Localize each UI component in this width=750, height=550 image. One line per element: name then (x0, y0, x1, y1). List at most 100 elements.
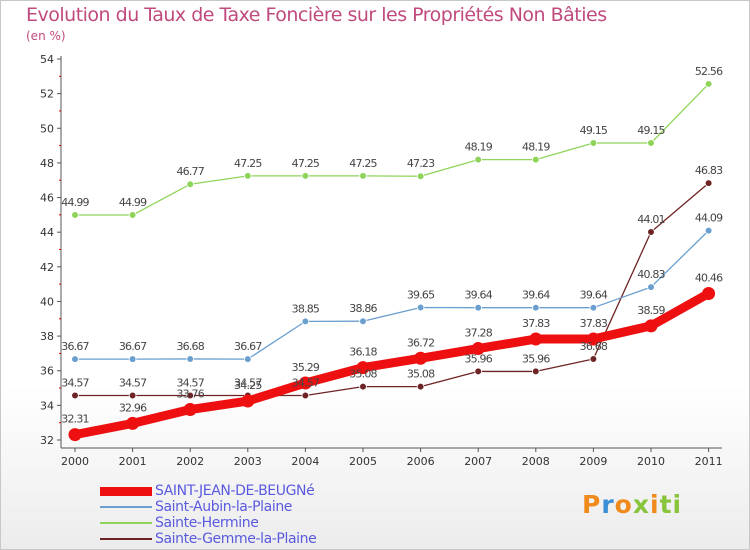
data-label: 35.08 (407, 368, 435, 381)
data-point (68, 428, 82, 442)
proxiti-logo: Proxiti (582, 490, 683, 519)
y-tick-label: 52 (40, 88, 54, 101)
data-point (126, 416, 140, 430)
x-tick-label: 2005 (349, 455, 377, 468)
series-layer (68, 80, 716, 442)
data-point (128, 211, 137, 219)
data-point (589, 139, 598, 147)
x-tick-label: 2002 (176, 455, 204, 468)
data-label: 39.64 (522, 289, 550, 302)
data-label: 36.72 (407, 336, 435, 349)
data-point (301, 317, 310, 326)
data-label: 39.64 (464, 289, 492, 302)
data-label: 36.67 (234, 340, 262, 353)
data-label: 35.96 (464, 352, 492, 365)
series-line-0 (70, 288, 714, 440)
data-label: 40.83 (637, 268, 665, 281)
data-label: 36.68 (176, 340, 204, 353)
data-point (241, 394, 255, 408)
data-label: 38.86 (349, 302, 377, 315)
x-tick-label: 2003 (234, 455, 262, 468)
data-label: 34.57 (176, 376, 204, 389)
data-point (644, 319, 658, 333)
data-label: 32.31 (61, 413, 89, 426)
y-tick-label: 42 (40, 261, 54, 274)
x-tick-label: 2006 (407, 455, 435, 468)
data-point (647, 283, 655, 291)
data-point (298, 376, 312, 390)
data-point (301, 172, 310, 180)
data-point (704, 80, 713, 88)
data-label: 40.46 (695, 271, 723, 284)
data-label: 47.25 (349, 157, 377, 170)
y-tick-label: 38 (40, 330, 54, 343)
data-label: 32.96 (119, 401, 147, 414)
data-point (531, 367, 540, 376)
data-label: 38.59 (637, 304, 665, 317)
data-point (359, 172, 367, 180)
legend-label: Saint-Aubin-la-Plaine (155, 499, 293, 515)
data-label: 36.68 (580, 340, 608, 353)
data-label: 47.25 (292, 157, 320, 170)
data-label: 47.23 (407, 157, 435, 170)
data-point (414, 351, 428, 365)
data-label: 52.56 (695, 65, 723, 78)
data-point (471, 342, 485, 356)
data-label: 34.57 (119, 376, 147, 389)
data-label: 48.19 (522, 141, 550, 154)
data-point (183, 403, 197, 417)
data-label: 47.25 (234, 157, 262, 170)
data-label: 33.76 (176, 388, 204, 401)
y-tick-label: 48 (40, 157, 54, 170)
data-point (186, 391, 195, 400)
data-point (244, 355, 252, 363)
series-line-2 (74, 83, 710, 216)
x-tick-label: 2010 (637, 455, 665, 468)
legend-label: SAINT-JEAN-DE-BEUGNé (155, 483, 315, 499)
data-point (704, 179, 713, 187)
y-tick-label: 40 (40, 295, 54, 308)
data-point (244, 172, 252, 180)
y-tick-label: 36 (40, 365, 54, 378)
data-label: 46.83 (695, 164, 723, 177)
data-label: 48.19 (464, 141, 492, 154)
data-point (356, 361, 370, 375)
y-tick-label: 32 (40, 434, 54, 447)
x-tick-label: 2008 (522, 455, 550, 468)
data-label: 39.65 (407, 289, 435, 302)
data-label: 34.25 (234, 379, 262, 392)
data-point (531, 155, 540, 164)
data-label: 35.29 (292, 361, 320, 374)
legend-swatch (100, 486, 152, 496)
data-labels-layer: 34.57 34.57 34.57 34.57 34.57 35.08 35.08 35.96… (61, 65, 724, 426)
legend-swatch (100, 522, 152, 524)
data-label: 35.96 (522, 352, 550, 365)
data-point (416, 172, 425, 181)
y-tick-label: 46 (40, 192, 54, 205)
data-label: 37.83 (580, 317, 608, 330)
data-point (647, 228, 655, 236)
data-label: 46.77 (176, 165, 204, 178)
data-label: 35.08 (349, 368, 377, 381)
x-tick-label: 2011 (695, 455, 723, 468)
data-point (128, 391, 137, 400)
data-point (702, 286, 716, 300)
data-label: 39.64 (580, 289, 608, 302)
data-label: 36.67 (61, 340, 89, 353)
data-point (474, 367, 483, 376)
data-point (71, 355, 79, 363)
data-point (359, 382, 367, 391)
data-label: 44.09 (695, 212, 723, 225)
data-label: 34.57 (292, 376, 320, 389)
data-point (647, 139, 655, 147)
data-point (301, 391, 310, 400)
data-point (186, 355, 195, 363)
legend-swatch (100, 506, 152, 508)
data-point (359, 317, 367, 325)
data-label: 49.15 (580, 124, 608, 137)
data-label: 38.85 (292, 302, 320, 315)
y-tick-label: 50 (40, 122, 54, 135)
data-label: 37.28 (464, 327, 492, 340)
